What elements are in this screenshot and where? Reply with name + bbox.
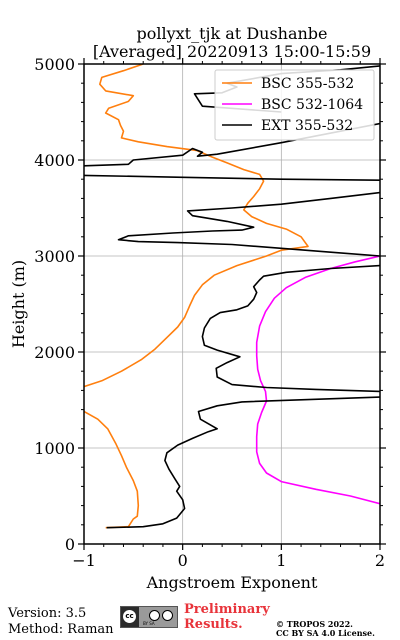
- creative-commons-icon: cc: [123, 610, 136, 623]
- series-line-bsc-355-532: [84, 410, 140, 529]
- legend-label: EXT 355-532: [261, 118, 353, 134]
- share-alike-icon: [162, 610, 173, 621]
- version-text: Version: 3.5: [8, 606, 87, 621]
- angstroem-profile-chart: pollyxt_tjk at Dushanbe [Averaged] 20220…: [9, 24, 386, 592]
- y-tick-label: 3000: [34, 247, 75, 266]
- chart-title-line2: [Averaged] 20220913 15:00-15:59: [93, 42, 371, 61]
- x-axis-label: Angstroem Exponent: [146, 573, 318, 592]
- chart-title-line1: pollyxt_tjk at Dushanbe: [136, 24, 327, 43]
- x-tick-label: −1: [72, 551, 96, 570]
- y-tick-label: 1000: [34, 439, 75, 458]
- preliminary-line1: Preliminary: [184, 602, 270, 617]
- legend-label: BSC 355-532: [261, 76, 354, 92]
- y-tick-label: 2000: [34, 343, 75, 362]
- y-tick-label: 5000: [34, 55, 75, 74]
- attribution-icon: [149, 610, 160, 621]
- preliminary-results-note: Preliminary Results.: [184, 602, 270, 632]
- series-line-bsc-355-532: [84, 64, 309, 388]
- legend: BSC 355-532 BSC 532-1064 EXT 355-532: [214, 69, 375, 141]
- series-line-ext-355-532: [117, 191, 380, 257]
- series-line-ext-355-532: [84, 174, 380, 181]
- x-tick-label: 1: [276, 551, 286, 570]
- copyright-line2: CC BY SA 4.0 License.: [276, 628, 375, 638]
- legend-box: [214, 69, 375, 141]
- data-series-lines: [84, 64, 380, 529]
- copyright-line1: © TROPOS 2022.: [276, 619, 353, 629]
- series-line-bsc-532-1064: [255, 255, 380, 505]
- method-text: Method: Raman: [8, 622, 114, 637]
- y-axis-label: Height (m): [9, 260, 28, 348]
- series-line-ext-355-532: [106, 396, 380, 529]
- series-line-ext-355-532: [201, 264, 380, 393]
- y-tick-label: 4000: [34, 151, 75, 170]
- cc-license-badge: cc BY SA: [120, 606, 178, 628]
- x-tick-label: 0: [178, 551, 188, 570]
- x-tick-label: 2: [375, 551, 385, 570]
- y-tick-label: 0: [65, 535, 75, 554]
- legend-label: BSC 532-1064: [261, 97, 363, 113]
- copyright-note: © TROPOS 2022. CC BY SA 4.0 License.: [276, 620, 375, 638]
- license-badge-text: BY SA: [143, 621, 155, 626]
- plot-frame: [83, 63, 381, 545]
- preliminary-line2: Results.: [184, 617, 243, 632]
